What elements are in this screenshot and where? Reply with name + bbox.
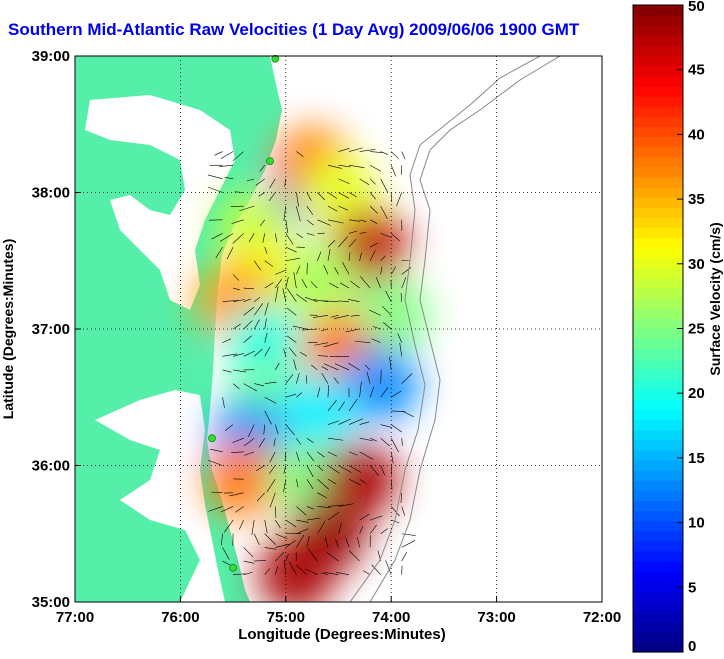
- x-tick-label: 74:00: [372, 609, 410, 626]
- colorbar-segment: [633, 86, 683, 97]
- y-tick-label: 36:00: [32, 458, 70, 475]
- velocity-region: [279, 243, 355, 319]
- colorbar-segment: [633, 349, 683, 360]
- x-tick-label: 75:00: [267, 609, 305, 626]
- colorbar-segment: [633, 15, 683, 26]
- colorbar-tick-label: 0: [688, 638, 696, 655]
- colorbar-tick-label: 40: [688, 126, 705, 143]
- colorbar-segment: [633, 460, 683, 471]
- colorbar-segment: [633, 329, 683, 340]
- colorbar-tick-label: 10: [688, 515, 705, 532]
- colorbar-segment: [633, 56, 683, 67]
- colorbar-segment: [633, 632, 683, 643]
- colorbar-segment: [633, 510, 683, 521]
- colorbar-tick-label: 15: [688, 450, 705, 467]
- colorbar-segment: [633, 288, 683, 299]
- x-tick-label: 77:00: [56, 609, 94, 626]
- colorbar-segment: [633, 561, 683, 572]
- colorbar-segment: [633, 551, 683, 562]
- colorbar-segment: [633, 177, 683, 188]
- colorbar-segment: [633, 379, 683, 390]
- colorbar-segment: [633, 278, 683, 289]
- colorbar-segment: [633, 238, 683, 249]
- colorbar: 0 5 10 15 20 25 30 35 40 45 50: [633, 0, 705, 655]
- y-tick-label: 37:00: [32, 321, 70, 338]
- colorbar-segment: [633, 490, 683, 501]
- radar-station-marker: [209, 435, 216, 442]
- colorbar-segment: [633, 359, 683, 370]
- colorbar-segment: [633, 399, 683, 410]
- colorbar-segment: [633, 268, 683, 279]
- colorbar-tick-label: 35: [688, 191, 705, 208]
- colorbar-tick-label: 20: [688, 385, 705, 402]
- colorbar-segment: [633, 470, 683, 481]
- velocity-region: [279, 373, 355, 449]
- colorbar-segment: [633, 389, 683, 400]
- colorbar-segment: [633, 45, 683, 56]
- colorbar-tick-label: 25: [688, 321, 705, 338]
- radar-station-marker: [230, 564, 237, 571]
- colorbar-segment: [633, 521, 683, 532]
- colorbar-segment: [633, 430, 683, 441]
- colorbar-segment: [633, 541, 683, 552]
- colorbar-segment: [633, 369, 683, 380]
- colorbar-segment: [633, 167, 683, 178]
- x-tick-label: 72:00: [583, 609, 621, 626]
- colorbar-segment: [633, 531, 683, 542]
- colorbar-segment: [633, 591, 683, 602]
- colorbar-segment: [633, 136, 683, 147]
- colorbar-segment: [633, 480, 683, 491]
- x-tick-label: 76:00: [161, 609, 199, 626]
- colorbar-segment: [633, 5, 683, 16]
- colorbar-segment: [633, 500, 683, 511]
- colorbar-segment: [633, 76, 683, 87]
- colorbar-segment: [633, 581, 683, 592]
- colorbar-tick-label: 50: [688, 0, 705, 15]
- x-axis-label: Longitude (Degrees:Minutes): [238, 626, 446, 643]
- radar-station-marker: [266, 158, 273, 165]
- colorbar-segment: [633, 35, 683, 46]
- y-tick-label: 38:00: [32, 185, 70, 202]
- colorbar-segment: [633, 147, 683, 158]
- colorbar-segment: [633, 339, 683, 350]
- colorbar-segment: [633, 227, 683, 238]
- colorbar-segment: [633, 642, 683, 653]
- colorbar-segment: [633, 622, 683, 633]
- colorbar-segment: [633, 157, 683, 168]
- colorbar-segment: [633, 308, 683, 319]
- colorbar-segment: [633, 298, 683, 309]
- colorbar-segment: [633, 450, 683, 461]
- colorbar-segment: [633, 571, 683, 582]
- colorbar-tick-label: 5: [688, 579, 696, 596]
- colorbar-segment: [633, 258, 683, 269]
- colorbar-segment: [633, 207, 683, 218]
- colorbar-tick-label: 30: [688, 256, 705, 273]
- y-tick-label: 39:00: [32, 48, 70, 65]
- colorbar-segment: [633, 126, 683, 137]
- colorbar-segment: [633, 440, 683, 451]
- colorbar-segment: [633, 318, 683, 329]
- colorbar-segment: [633, 116, 683, 127]
- colorbar-segment: [633, 106, 683, 117]
- colorbar-segment: [633, 419, 683, 430]
- x-tick-label: 73:00: [477, 609, 515, 626]
- colorbar-segment: [633, 66, 683, 77]
- colorbar-segment: [633, 25, 683, 36]
- colorbar-segment: [633, 187, 683, 198]
- colorbar-segment: [633, 612, 683, 623]
- colorbar-segment: [633, 217, 683, 228]
- colorbar-segment: [633, 96, 683, 107]
- y-tick-label: 35:00: [32, 594, 70, 611]
- colorbar-label: Surface Velocity (cm/s): [707, 222, 723, 375]
- colorbar-tick-label: 45: [688, 62, 705, 79]
- y-axis-label: Latitude (Degrees:Minutes): [0, 239, 16, 419]
- colorbar-segment: [633, 601, 683, 612]
- colorbar-segment: [633, 248, 683, 259]
- colorbar-segment: [633, 197, 683, 208]
- colorbar-segment: [633, 409, 683, 420]
